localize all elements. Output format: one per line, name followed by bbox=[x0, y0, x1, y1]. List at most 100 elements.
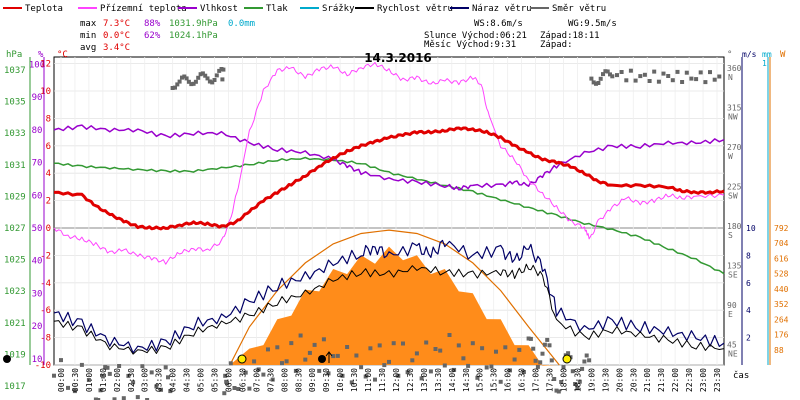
wind-dir-point bbox=[184, 76, 189, 81]
tick-pct: 40 bbox=[32, 257, 43, 267]
tick-time: 05:30 bbox=[211, 368, 220, 392]
wind-dir-point bbox=[552, 377, 557, 381]
wind-dir-point bbox=[126, 373, 131, 378]
tick-temp: 6 bbox=[46, 142, 51, 152]
wind-dir-point bbox=[182, 74, 187, 79]
wind-dir-point bbox=[335, 353, 340, 358]
wind-dir-point bbox=[428, 369, 433, 374]
wind-dir-point bbox=[200, 71, 205, 76]
series-layer bbox=[52, 62, 725, 400]
wind-dir-point bbox=[447, 333, 452, 337]
legend-humidity: Vlhkost bbox=[200, 4, 238, 14]
wind-dir-point bbox=[656, 79, 661, 84]
wind-dir-point bbox=[340, 373, 345, 378]
tick-time: 13:00 bbox=[420, 368, 429, 392]
tick-time: 22:30 bbox=[685, 368, 694, 392]
wind-dir-point bbox=[577, 379, 582, 384]
tick-temp: -4 bbox=[40, 279, 51, 289]
legend-ground-temp: Přízemní teplota bbox=[100, 4, 187, 14]
tick-ms: 10 bbox=[746, 224, 756, 233]
wind-dir-point bbox=[52, 373, 56, 378]
wind-dir-point bbox=[652, 69, 657, 74]
wind-dir-point bbox=[580, 366, 585, 371]
wind-dir-point bbox=[703, 80, 708, 85]
stat-max-temp: 7.3°C bbox=[103, 19, 130, 29]
tick-time: 12:00 bbox=[392, 368, 401, 392]
wind-dir-point bbox=[642, 72, 647, 77]
tick-dir: SE bbox=[728, 271, 738, 280]
tick-time: 04:00 bbox=[169, 368, 178, 392]
wind-dir-point bbox=[317, 368, 322, 373]
wind-dir-point bbox=[433, 347, 438, 351]
wind-dir-point bbox=[489, 364, 494, 369]
tick-time: 17:00 bbox=[532, 368, 541, 392]
wind-dir-point bbox=[221, 67, 226, 72]
tick-time: 17:30 bbox=[546, 368, 555, 392]
tick-dir: NW bbox=[728, 112, 738, 121]
left-marker bbox=[3, 355, 11, 363]
wind-dir-point bbox=[480, 346, 485, 351]
wind-dir-point bbox=[619, 70, 624, 74]
tick-pct: 100 bbox=[29, 61, 45, 71]
tick-hpa: 1021 bbox=[4, 319, 26, 329]
wind-dir-point bbox=[535, 364, 540, 369]
wind-dir-point bbox=[556, 389, 561, 394]
tick-time: 18:00 bbox=[560, 368, 569, 392]
unit-pct: % bbox=[38, 50, 44, 60]
wind-dir-point bbox=[112, 397, 117, 400]
unit-w: W bbox=[780, 50, 786, 60]
wind-dir-point bbox=[307, 350, 312, 355]
tick-time: 12:30 bbox=[406, 368, 415, 392]
wind-dir-point bbox=[573, 382, 578, 386]
wind-dir-point bbox=[168, 389, 173, 394]
tick-deg: 180 bbox=[727, 222, 742, 231]
legend-pressure: Tlak bbox=[266, 4, 288, 14]
wind-dir-point bbox=[589, 76, 594, 81]
legend-wind-gust: Náraz větru bbox=[472, 4, 532, 14]
wind-dir-point bbox=[270, 377, 275, 382]
moonrise-marker bbox=[318, 355, 326, 363]
wind-dir-point bbox=[173, 85, 177, 90]
x-axis-label: čas bbox=[733, 370, 749, 381]
wind-dir-point bbox=[526, 336, 531, 341]
wind-dir-point bbox=[628, 68, 633, 73]
tick-hpa: 1023 bbox=[4, 287, 26, 297]
tick-time: 09:30 bbox=[322, 368, 331, 392]
tick-w: 88 bbox=[774, 346, 784, 355]
wind-dir-point bbox=[326, 371, 331, 376]
sunset-marker bbox=[562, 354, 572, 364]
wind-dir-point bbox=[93, 397, 98, 400]
wind-dir-point bbox=[666, 74, 671, 78]
wind-dir-point bbox=[575, 386, 580, 391]
wind-dir-point bbox=[154, 384, 159, 389]
tick-ms: 2 bbox=[746, 334, 751, 343]
wind-dir-point bbox=[591, 80, 596, 85]
wind-dir-point bbox=[503, 345, 508, 350]
wind-dir-point bbox=[207, 79, 212, 84]
wind-dir-point bbox=[180, 75, 184, 80]
wind-dir-point bbox=[373, 377, 377, 382]
wind-dir-point bbox=[554, 388, 559, 393]
tick-time: 06:00 bbox=[225, 368, 234, 392]
wind-dir-point bbox=[79, 362, 84, 367]
tick-deg: 360 bbox=[727, 64, 742, 73]
wind-dir-point bbox=[186, 79, 191, 84]
stats: max 7.3°C 88% 1031.9hPa 0.0mm min 0.0°C … bbox=[80, 19, 255, 53]
tick-time: 22:00 bbox=[671, 368, 680, 392]
wind-dir-point bbox=[521, 370, 526, 374]
tick-dir: S bbox=[728, 231, 733, 240]
wind-dir-point bbox=[191, 81, 196, 86]
wind-dir-point bbox=[72, 389, 77, 394]
tick-hpa: 1019 bbox=[4, 350, 26, 360]
wind-dir-point bbox=[189, 82, 194, 87]
series-wind-speed bbox=[53, 263, 725, 355]
stat-min-press: 1024.1hPa bbox=[169, 31, 218, 41]
wind-dir-point bbox=[196, 75, 201, 80]
wind-dir-point bbox=[280, 361, 284, 366]
tick-dir: N bbox=[728, 73, 733, 82]
wind-dir-point bbox=[363, 374, 368, 379]
tick-w: 176 bbox=[774, 331, 789, 340]
wind-dir-point bbox=[684, 70, 689, 75]
info-sun: Slunce Východ:06:21 bbox=[424, 31, 527, 41]
